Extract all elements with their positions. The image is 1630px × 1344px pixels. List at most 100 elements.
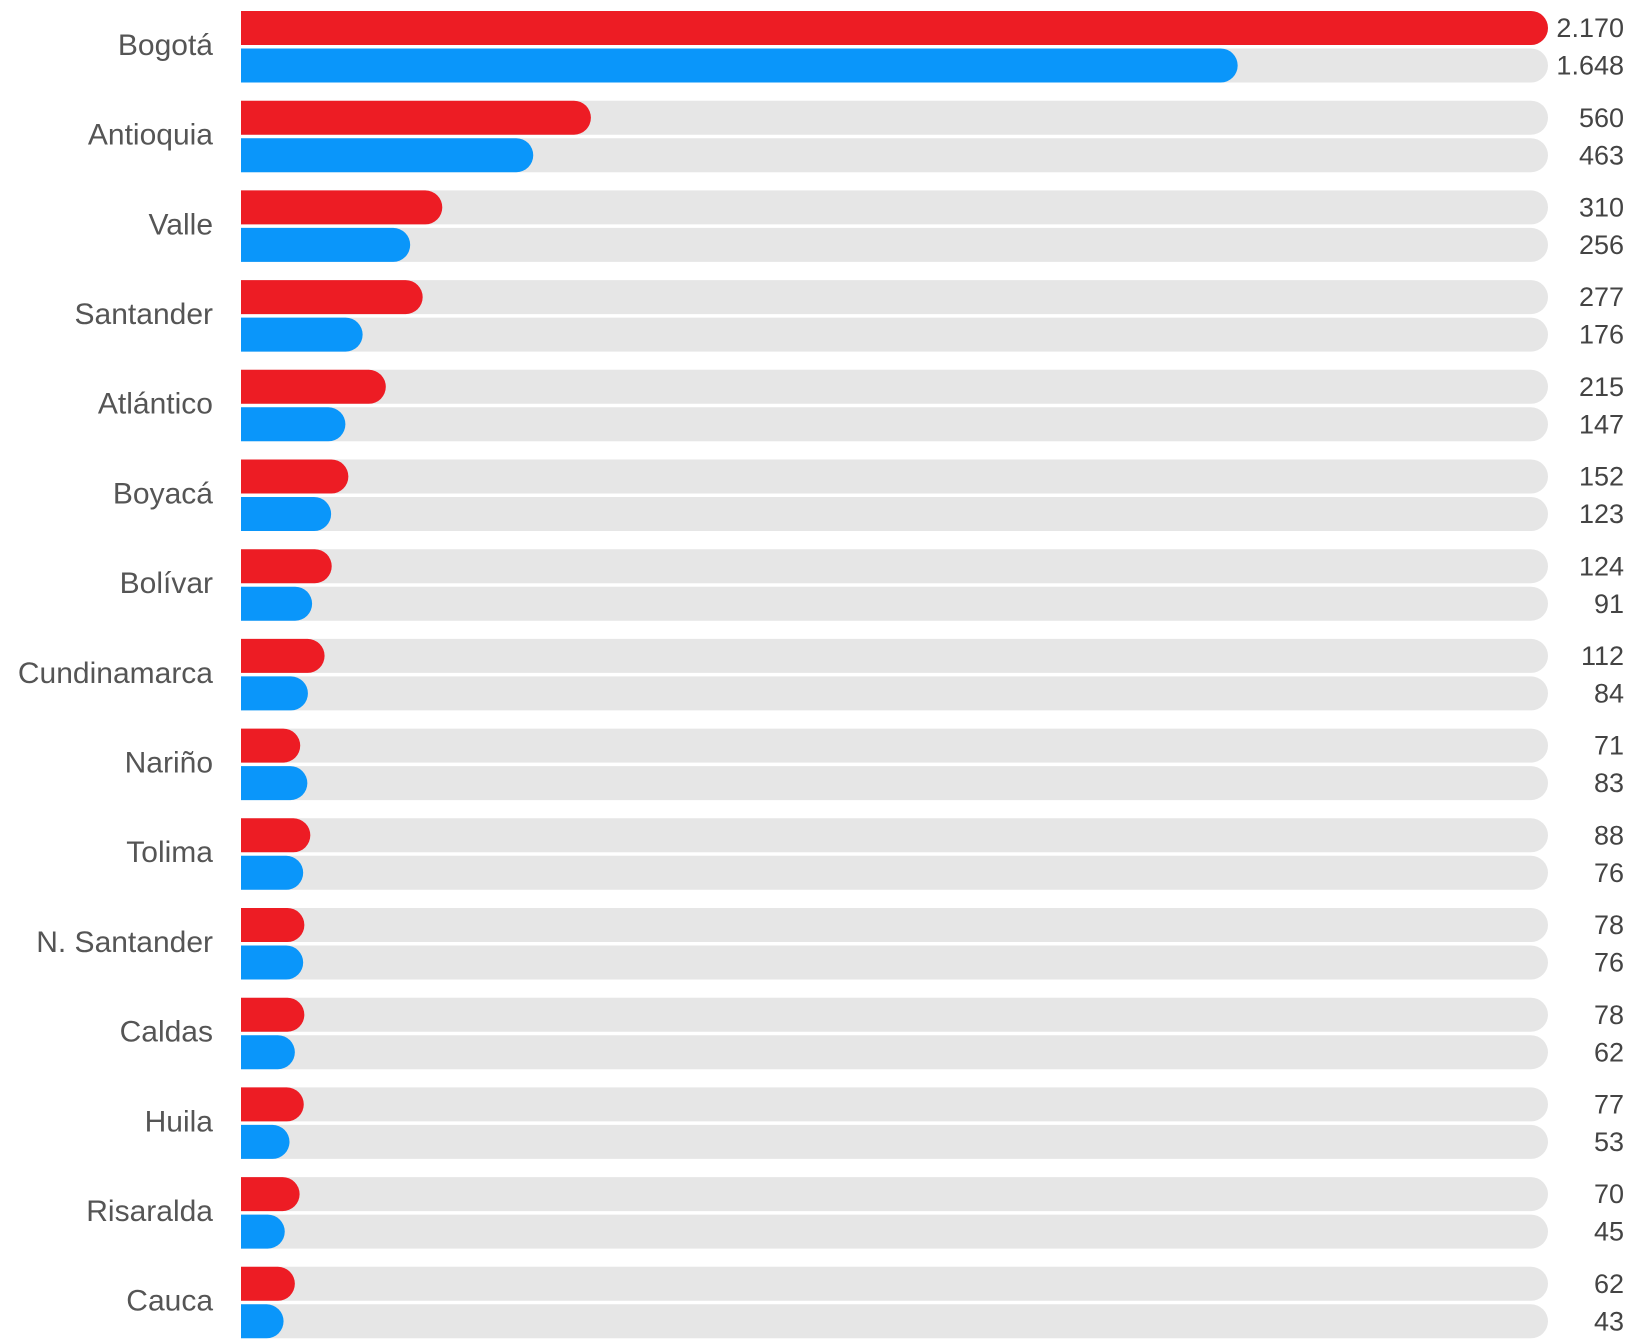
value-label: 147 [1579,409,1624,439]
value-label: 123 [1579,499,1624,529]
bar-series-1 [241,638,325,673]
value-label: 53 [1594,1127,1624,1157]
category-label: Valle [149,208,213,241]
bar-track [241,855,1548,890]
bar-track [241,1177,1548,1212]
value-label: 70 [1594,1179,1624,1209]
bar-track [241,407,1548,442]
value-label: 124 [1579,551,1624,581]
category-label: Santander [75,298,213,331]
bar-track [241,369,1548,404]
bar-series-2 [241,586,313,621]
value-label: 215 [1579,372,1624,402]
bar-series-1 [241,190,443,225]
value-label: 76 [1594,948,1624,978]
bar-track [241,280,1548,315]
bar-series-1 [241,280,423,315]
bar-series-2 [241,227,411,262]
value-label: 62 [1594,1269,1624,1299]
value-label: 277 [1579,282,1624,312]
bar-series-2 [241,1304,284,1339]
bar-track [241,497,1548,531]
category-label: Cauca [126,1285,213,1318]
bar-series-1 [241,549,332,584]
bar-series-2 [241,48,1238,83]
value-label: 43 [1594,1306,1624,1336]
category-label: Bogotá [118,29,213,62]
value-label: 71 [1594,731,1624,761]
value-label: 560 [1579,103,1624,133]
bar-series-2 [241,676,308,711]
bar-track [241,1035,1548,1070]
value-label: 88 [1594,820,1624,850]
category-label: N. Santander [36,926,213,959]
bar-series-1 [241,11,1548,45]
bar-series-1 [241,459,349,494]
bar-track [241,1214,1548,1249]
bar-series-1 [241,728,301,763]
bar-track [241,1087,1548,1122]
bar-series-2 [241,945,304,980]
bar-series-2 [241,407,346,442]
value-label: 84 [1594,679,1624,709]
bar-track [241,138,1548,173]
bar-track [241,190,1548,225]
value-label: 78 [1594,910,1624,940]
value-label: 463 [1579,140,1624,170]
value-label: 1.648 [1556,51,1624,81]
bar-track [241,766,1548,801]
bar-series-1 [241,997,305,1032]
bar-series-2 [241,1214,285,1249]
bar-series-1 [241,908,305,942]
bar-track [241,997,1548,1032]
value-label: 152 [1579,462,1624,492]
bar-track [241,227,1548,262]
bar-series-1 [241,100,591,135]
bar-track [241,728,1548,763]
bar-series-1 [241,818,311,853]
bar-series-2 [241,1124,290,1159]
bar-track [241,945,1548,980]
bar-series-1 [241,1177,300,1212]
bar-series-2 [241,317,363,352]
value-label: 2.170 [1556,13,1624,43]
category-label: Risaralda [86,1195,213,1228]
value-label: 45 [1594,1217,1624,1247]
bar-series-1 [241,1266,295,1301]
category-label: Atlántico [98,388,213,421]
bar-series-1 [241,1087,304,1122]
bar-series-2 [241,766,308,801]
category-label: Caldas [120,1016,213,1049]
bar-track [241,818,1548,853]
category-label: Antioquia [88,119,213,152]
bar-series-2 [241,855,304,890]
bar-series-2 [241,138,534,173]
category-label: Cundinamarca [18,657,213,690]
value-label: 91 [1594,589,1624,619]
bar-track [241,549,1548,584]
value-label: 77 [1594,1090,1624,1120]
category-label: Bolívar [120,567,213,600]
bar-track [241,676,1548,711]
value-label: 62 [1594,1037,1624,1067]
value-label: 256 [1579,230,1624,260]
value-label: 310 [1579,193,1624,223]
category-label: Boyacá [113,477,213,510]
bar-track [241,1266,1548,1301]
value-label: 83 [1594,768,1624,798]
bar-series-2 [241,497,332,531]
bar-series-1 [241,369,386,404]
category-label: Huila [145,1105,214,1138]
bar-series-2 [241,1035,295,1070]
category-label: Nariño [125,747,213,780]
value-label: 176 [1579,320,1624,350]
value-label: 76 [1594,858,1624,888]
bar-track [241,317,1548,352]
value-label: 112 [1581,641,1624,671]
category-label: Tolima [126,836,213,869]
bar-track [241,586,1548,621]
value-label: 78 [1594,1000,1624,1030]
bar-track [241,1124,1548,1159]
bar-track [241,459,1548,494]
